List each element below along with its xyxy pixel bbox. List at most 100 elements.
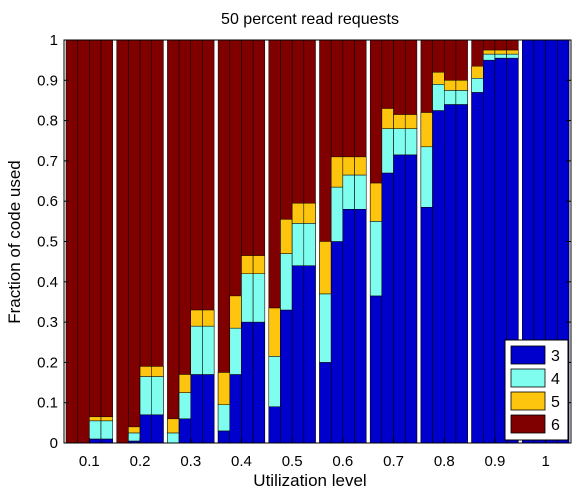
bar-segment-3 [190, 374, 203, 444]
bar-segment-4 [432, 84, 445, 111]
bar-segment-5 [444, 80, 457, 91]
bar-segment-5 [319, 241, 332, 295]
y-tick-label: 0.1 [37, 395, 58, 412]
x-tick-label: 0.7 [383, 453, 404, 470]
bar-segment-3 [432, 110, 445, 444]
bar-segment-3 [369, 295, 383, 444]
bar-segment-5 [151, 366, 164, 377]
bar-segment-3 [202, 374, 215, 444]
y-tick-label: 0.2 [37, 354, 58, 371]
bar-segment-4 [444, 90, 457, 105]
bar-segment-4 [151, 376, 164, 416]
bar-segment-5 [167, 418, 180, 434]
x-tick-label: 0.8 [434, 453, 455, 470]
bar-segment-4 [252, 273, 266, 323]
bar-segment-3 [89, 438, 102, 444]
bar-segment-5 [229, 295, 242, 329]
bar-segment-3 [151, 414, 164, 444]
bar-segment-4 [139, 376, 152, 416]
y-axis-ticks: 0 0.1 0.2 0.3 0.4 0.5 0.6 0.7 0.8 0.9 1 [37, 32, 571, 452]
legend-label-6: 6 [551, 417, 560, 434]
bar-segment-5 [190, 309, 203, 327]
bar-segment-3 [420, 206, 433, 444]
bar-segment-4 [471, 78, 484, 93]
bar-segment-4 [319, 293, 332, 363]
bar-segment-5 [330, 156, 344, 188]
x-tick-label: 0.5 [282, 453, 303, 470]
bar-segment-3 [229, 374, 242, 444]
bar-segment-4 [420, 146, 433, 208]
y-tick-label: 0.4 [37, 274, 58, 291]
bar-segment-4 [178, 392, 191, 420]
bar-segment-5 [432, 71, 445, 85]
bar-segment-4 [280, 253, 293, 311]
x-tick-label: 0.1 [79, 453, 100, 470]
bar-segment-4 [506, 53, 519, 59]
bar-segment-4 [167, 432, 180, 444]
bar-segment-3 [404, 154, 418, 444]
bar-segment-5 [128, 426, 141, 434]
plot-area [63, 39, 572, 444]
x-axis-ticks: 0.1 0.2 0.3 0.4 0.5 0.6 0.7 0.8 0.9 1 [79, 438, 550, 470]
bar-segment-4 [330, 186, 344, 242]
bar-segment-5 [506, 49, 519, 55]
legend: 3 4 5 6 [504, 339, 569, 441]
y-tick-label: 0.6 [37, 193, 58, 210]
y-tick-label: 1 [50, 32, 58, 49]
y-tick-label: 0.3 [37, 314, 58, 331]
bar-segment-3 [217, 430, 231, 444]
bar-segment-3 [471, 92, 484, 444]
y-tick-label: 0.8 [37, 113, 58, 130]
bar-segment-4 [393, 128, 406, 156]
y-axis-label: Fraction of code used [5, 160, 24, 323]
bar-segment-4 [217, 404, 231, 432]
bar-segment-4 [354, 174, 367, 210]
bar-segment-3 [319, 362, 332, 444]
bar-segment-4 [268, 356, 281, 407]
bar-segment-3 [139, 414, 152, 444]
bar-segment-5 [404, 114, 418, 129]
y-tick-label: 0.5 [37, 234, 58, 251]
bar-segment-3 [381, 172, 394, 444]
bar-segment-3 [100, 438, 113, 444]
bar-segment-3 [252, 321, 266, 444]
bar-segment-4 [494, 53, 507, 59]
bar-segment-5 [494, 49, 507, 55]
bar-segment-3 [241, 321, 254, 444]
bar-segment-5 [393, 114, 406, 129]
legend-swatch-4 [510, 368, 546, 388]
legend-label-5: 5 [551, 394, 560, 411]
bar-segment-5 [252, 255, 266, 274]
legend-swatch-3 [510, 345, 546, 365]
bar-segment-3 [303, 265, 316, 444]
x-tick-label: 0.3 [180, 453, 201, 470]
bar-segment-6 [100, 39, 113, 444]
bar-segment-3 [444, 104, 457, 444]
bar-segment-3 [393, 154, 406, 444]
bar-segment-5 [202, 309, 215, 327]
bar-segment-5 [89, 416, 102, 422]
y-tick-label: 0.7 [37, 153, 58, 170]
y-tick-label: 0.9 [37, 72, 58, 89]
bar-segment-3 [280, 309, 293, 444]
bar-segment-4 [291, 223, 305, 266]
bar-segment-5 [381, 108, 394, 129]
bar-segment-5 [303, 202, 316, 224]
bar-segment-4 [404, 128, 418, 156]
bar-segment-3 [330, 241, 344, 444]
legend-label-3: 3 [551, 348, 560, 365]
legend-swatch-5 [510, 391, 546, 411]
bar-segment-4 [303, 223, 316, 266]
bar-segment-5 [455, 80, 468, 91]
x-tick-label: 0.6 [332, 453, 353, 470]
bar-segment-3 [455, 104, 468, 444]
bar-segment-5 [483, 49, 496, 55]
bar-segment-5 [420, 112, 433, 148]
x-tick-label: 1 [541, 453, 549, 470]
bar-segment-4 [342, 174, 355, 210]
bar-segment-4 [202, 325, 215, 375]
bar-segment-3 [483, 59, 496, 444]
chart-title: 50 percent read requests [221, 11, 399, 28]
bar-segment-6 [89, 39, 102, 444]
